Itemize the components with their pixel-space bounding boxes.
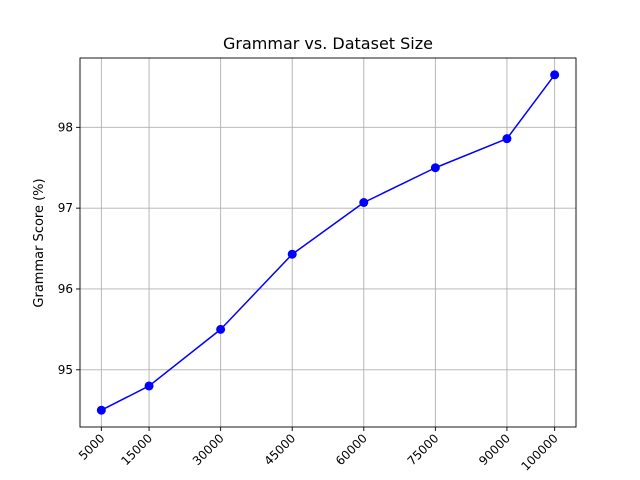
- y-axis-label: Grammar Score (%): [32, 178, 47, 307]
- data-point: [216, 324, 226, 334]
- x-tick-label: 60000: [333, 431, 370, 468]
- x-tick-label: 30000: [190, 431, 227, 468]
- chart-title: Grammar vs. Dataset Size: [223, 34, 433, 53]
- data-point: [287, 249, 297, 259]
- y-tick-label: 95: [58, 363, 73, 377]
- x-tick-label: 75000: [405, 431, 442, 468]
- x-tick-label: 15000: [118, 431, 155, 468]
- data-point: [144, 381, 154, 391]
- data-point: [96, 405, 106, 415]
- data-point: [359, 197, 369, 207]
- series-layer: [96, 70, 560, 415]
- y-tick-label: 97: [58, 201, 73, 215]
- plot-area-frame: [79, 57, 577, 428]
- y-tick-label: 98: [58, 120, 73, 134]
- y-tick-label: 96: [58, 282, 73, 296]
- series-line: [101, 74, 556, 411]
- x-tick-label: 90000: [476, 431, 513, 468]
- data-point: [502, 134, 512, 144]
- data-point: [430, 163, 440, 173]
- x-tick-label: 5000: [76, 431, 107, 462]
- grid-layer: [80, 58, 576, 427]
- data-point: [550, 70, 560, 80]
- tick-layer: 5000 15000 30000 45000 60000 75000 90000 100000…: [58, 120, 561, 473]
- x-tick-label: 100000: [518, 431, 560, 473]
- x-tick-label: 45000: [261, 431, 298, 468]
